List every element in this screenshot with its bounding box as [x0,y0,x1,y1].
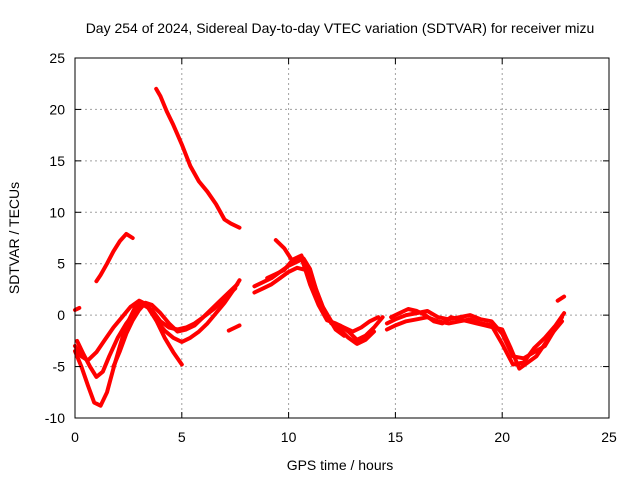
series-line-seg-main-d [111,286,238,369]
series-line-seg-high-arc [154,86,242,230]
series-line-seg-late-d [555,294,567,303]
x-axis-label: GPS time / hours [287,457,394,473]
plot-frame [74,57,610,419]
series-line-seg-late-b [384,309,564,361]
x-tick-label: 25 [601,429,617,445]
y-tick-label: 0 [57,307,65,323]
series-line-seg-small-mid [226,323,242,333]
x-tick-label: 15 [388,429,404,445]
chart-title: Day 254 of 2024, Sidereal Day-to-day VTE… [86,20,595,36]
series-line-seg-small-left [73,305,82,312]
series-line-seg-late-c [389,307,564,371]
axis-ticks: 0 5 10 15 20 25 -10 -5 0 5 10 15 20 25 [45,50,617,445]
x-tick-label: 10 [281,429,297,445]
data-series [73,86,567,408]
y-tick-label: 25 [49,50,65,66]
x-tick-label: 0 [71,429,79,445]
x-tick-label: 5 [178,429,186,445]
series-line-seg-main-a [73,298,184,367]
series-line-seg-main-b [73,278,242,408]
y-tick-label: 5 [57,256,65,272]
y-axis-label: SDTVAR / TECUs [6,182,22,294]
y-tick-label: 15 [49,153,65,169]
y-tick-label: 20 [49,101,65,117]
y-tick-label: 10 [49,204,65,220]
series-line-seg-upper-left [94,231,135,284]
series-line-seg-main-c [75,282,240,379]
x-tick-label: 20 [494,429,510,445]
series-line-seg-mid-d [265,253,347,338]
y-tick-label: -10 [45,410,65,426]
y-tick-label: -5 [53,359,66,375]
